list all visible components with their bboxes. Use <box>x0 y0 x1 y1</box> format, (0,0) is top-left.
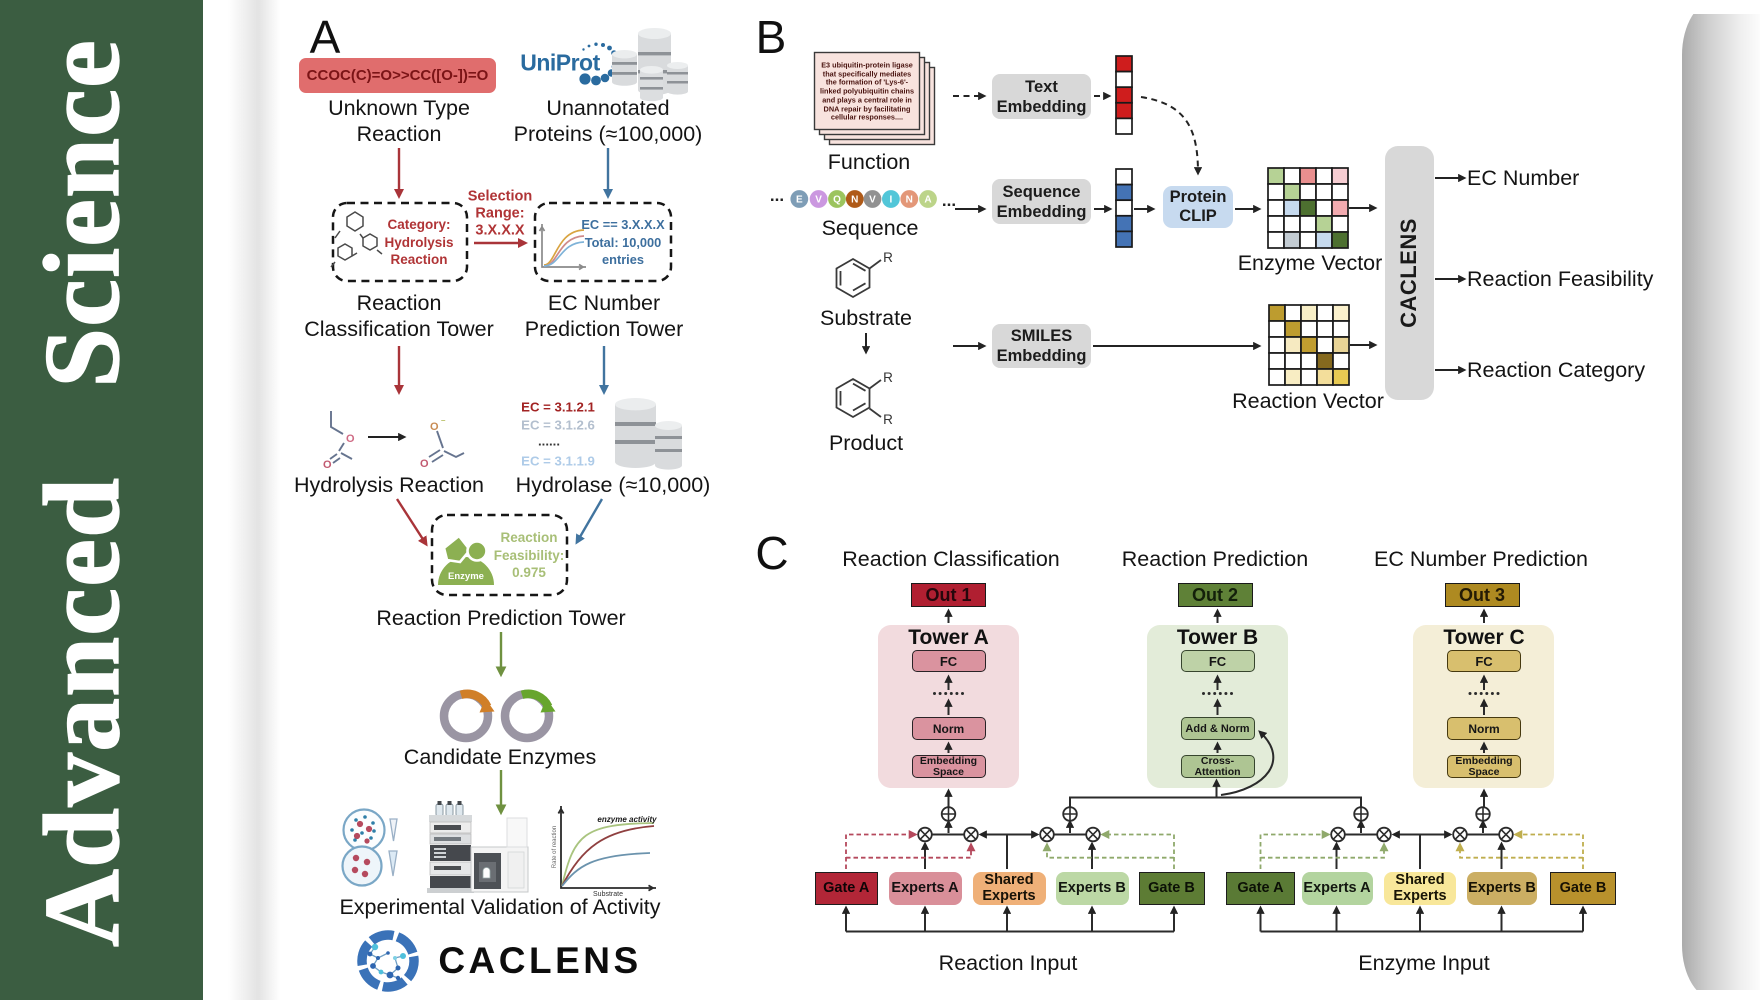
svg-text:O: O <box>420 458 429 470</box>
svg-text:Enzyme: Enzyme <box>448 571 484 582</box>
svg-text:O: O <box>346 433 355 445</box>
svg-text:enzyme activity: enzyme activity <box>597 815 657 824</box>
svg-text:–: – <box>441 416 446 425</box>
svg-text:R: R <box>883 370 893 385</box>
svg-text:O: O <box>430 421 439 433</box>
svg-text:V: V <box>815 195 822 206</box>
svg-text:Q: Q <box>833 195 841 206</box>
svg-text:Substrate: Substrate <box>593 891 623 898</box>
svg-text:O: O <box>323 459 332 471</box>
svg-text:N: N <box>906 195 913 206</box>
svg-text:A: A <box>924 195 931 206</box>
svg-text:Rate of reaction: Rate of reaction <box>552 826 558 868</box>
svg-text:R: R <box>883 412 893 427</box>
svg-text:V: V <box>869 195 876 206</box>
svg-text:E: E <box>796 195 803 206</box>
svg-text:N: N <box>851 195 858 206</box>
svg-text:R: R <box>883 250 893 265</box>
svg-text:I: I <box>890 195 893 206</box>
